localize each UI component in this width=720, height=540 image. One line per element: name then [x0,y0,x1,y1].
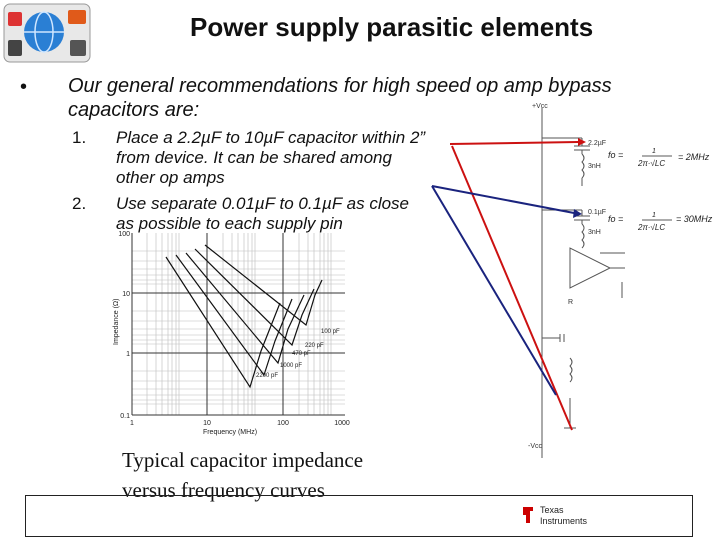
list-number-1: 1. [72,128,87,147]
formula-den-1: 2π·√LC [637,159,665,168]
slide-title: Power supply parasitic elements [190,12,594,42]
formula-result-2: = 30MHz [676,214,713,224]
bullet-marker: • [20,76,28,98]
recommendation-1: Place a 2.2µF to 10µF capacitor within 2… [116,128,476,188]
user2-icon [70,40,86,56]
message-icon [68,10,86,24]
formula-result-1: = 2MHz [678,152,710,162]
curve-label-100pf: 100 pF [321,329,340,335]
y-axis-label: Impedance (Ω) [113,299,120,345]
y-tick-100: 100 [118,231,130,238]
x-tick-1000: 1000 [334,420,350,427]
y-tick-0.1: 0.1 [120,413,130,420]
blue-arrow-to-small-cap [431,185,575,214]
y-tick-1: 1 [126,351,130,358]
x-tick-10: 10 [203,420,211,427]
curve-220pf [194,248,315,347]
formula-fo-2: fo = [608,214,623,224]
formula-den-2: 2π·√LC [637,223,665,232]
recommendation-1-line3: other op amps [116,168,225,187]
label-cap-small: 0.1µF [588,209,606,216]
curve-label-470pf: 470 pF [292,351,311,357]
ti-logo-line1: Texas [540,505,564,515]
x-tick-100: 100 [277,420,289,427]
impedance-chart: 100 pF 220 pF 470 pF 1000 pF 2200 pF 100… [113,231,350,436]
curve-label-220pf: 220 pF [305,343,324,349]
main-point-text: Our general recommendations for high spe… [68,75,612,121]
curve-470pf [185,252,305,365]
ti-logo: Texas Instruments [520,503,615,534]
recommendation-1-line1: Place a 2.2µF to 10µF capacitor within 2… [116,128,426,147]
recommendation-2-line1: Use separate 0.01µF to 0.1µF as close [116,194,410,213]
x-axis-label: Frequency (MHz) [203,429,257,436]
x-tick-1: 1 [130,420,134,427]
red-line-down [451,145,573,431]
ti-logo-line2: Instruments [540,516,588,526]
curve-label-2200pf: 2200 pF [256,373,278,379]
curve-2200pf [165,256,281,389]
label-cap-big: 2.2µF [588,140,606,147]
label-vcc: +Vcc [532,103,548,110]
app-icon-tile [3,3,91,63]
curve-100pf [204,244,323,327]
texas-map-icon [523,507,533,523]
label-ind-small: 3nH [588,229,601,236]
label-vee: -Vcc [528,443,543,450]
formula-fo-1: fo = [608,150,623,160]
label-r: R [568,299,573,306]
user-icon [8,40,22,56]
recommendation-2-line2: as possible to each supply pin [116,214,343,233]
chart-caption: Typical capacitor impedance versus frequ… [122,445,442,505]
caption-line2: versus frequency curves [122,478,325,502]
list-number-2: 2. [72,194,87,213]
recommendation-1-line2: from device. It can be shared among [116,148,392,167]
caption-line1: Typical capacitor impedance [122,448,364,472]
curve-label-1000pf: 1000 pF [280,363,302,369]
curve-1000pf [175,254,293,377]
recommendation-2: Use separate 0.01µF to 0.1µF as close as… [116,194,476,234]
formula-num-1: 1 [652,148,656,155]
blue-line-down [431,185,557,396]
red-arrow-to-big-cap [449,141,579,145]
label-ind-big: 3nH [588,163,601,170]
person-icon [8,12,22,26]
y-tick-10: 10 [122,291,130,298]
footer-bar [25,495,693,537]
formula-num-2: 1 [652,212,656,219]
schematic-diagram: +Vcc -Vcc 2.2µF 3nH 0.1µF 3nH R fo = 1 2… [528,103,713,458]
